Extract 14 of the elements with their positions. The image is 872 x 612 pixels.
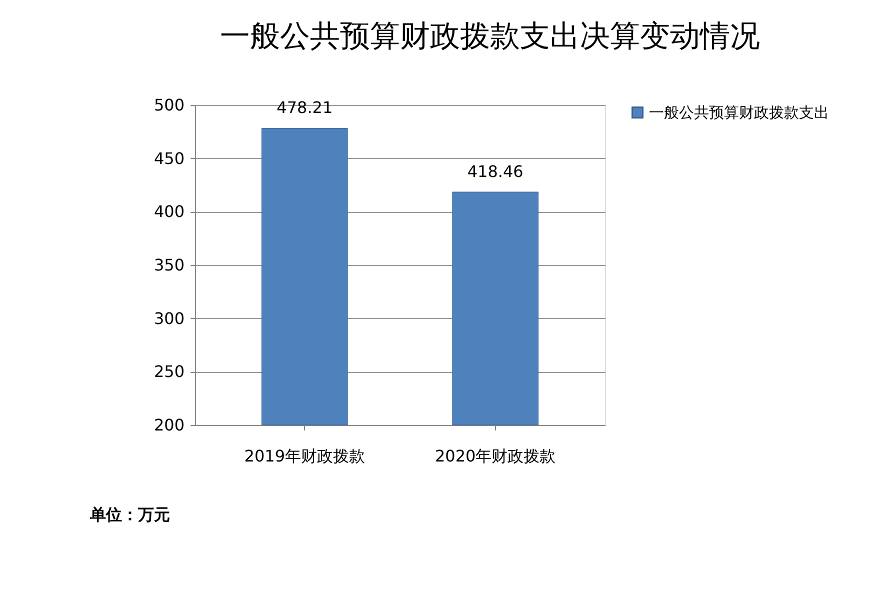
y-tick-label: 500 [154,96,184,114]
legend-label: 一般公共预算财政拨款支出 [649,104,829,122]
text: 单位：万元 [89,505,170,524]
y-tick-label: 200 [154,416,184,434]
chart-title: 一般公共预算财政拨款支出决算变动情况 [220,19,760,54]
data-label: 418.46 [467,162,524,181]
data-label: 478.21 [276,98,333,118]
y-tick-label: 350 [154,256,184,274]
y-tick-label: 300 [154,308,184,328]
y-tick-label: 250 [154,362,184,382]
y-tick-label: 400 [154,202,184,222]
y-tick-label: 450 [154,148,184,168]
x-tick-label: 2020年财政拨款 [434,446,556,466]
x-tick-label: 2019年财政拨款 [244,446,366,466]
